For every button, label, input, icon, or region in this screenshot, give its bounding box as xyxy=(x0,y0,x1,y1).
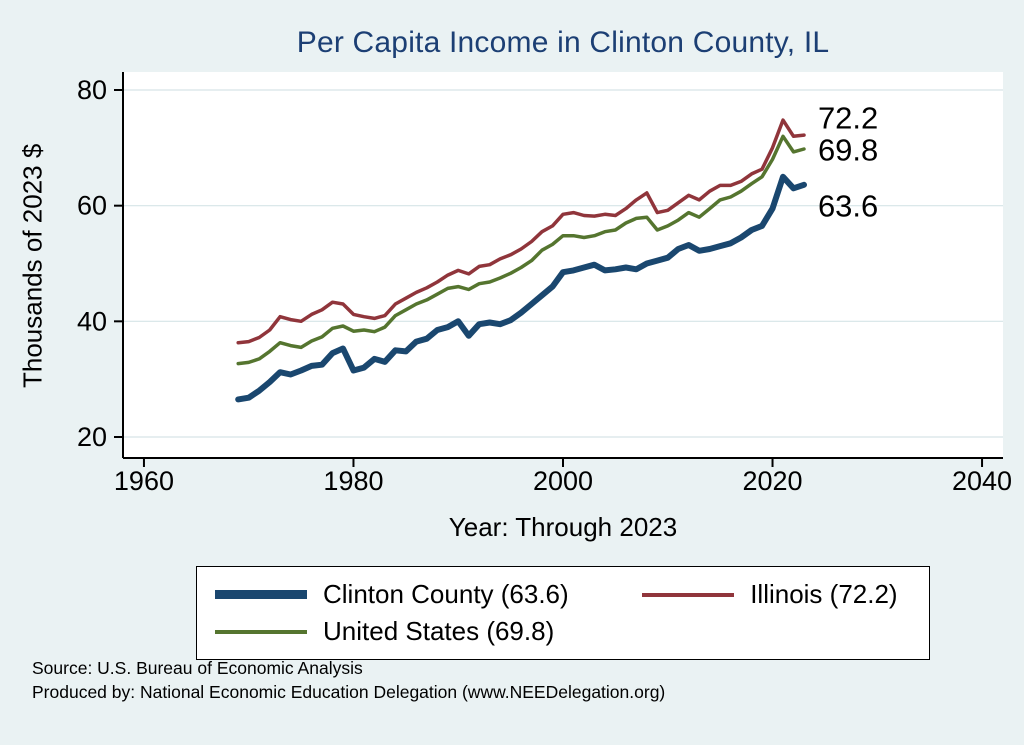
legend-item-united-states: United States (69.8) xyxy=(215,616,618,647)
x-tick-label: 1980 xyxy=(323,466,383,496)
x-tick-label: 2000 xyxy=(533,466,593,496)
legend-label: Clinton County (63.6) xyxy=(323,579,569,609)
end-label-clinton-county: 63.6 xyxy=(818,188,878,223)
x-tick-label: 2040 xyxy=(952,466,1012,496)
source-text: Source: U.S. Bureau of Economic Analysis xyxy=(32,658,363,678)
series-line-clinton-county xyxy=(235,173,807,403)
legend-label: Illinois (72.2) xyxy=(750,579,898,609)
y-tick-label: 40 xyxy=(77,306,107,336)
x-tick-label: 2020 xyxy=(742,466,802,496)
legend-swatch xyxy=(642,592,735,597)
legend: Clinton County (63.6) Illinois (72.2) Unit… xyxy=(123,566,1003,660)
end-label-illinois: 72.2 xyxy=(818,101,878,136)
series-line-illinois xyxy=(236,118,806,345)
y-tick-label: 80 xyxy=(77,75,107,105)
x-tick-label: 1960 xyxy=(114,466,174,496)
page-title: Per Capita Income in Clinton County, IL xyxy=(296,26,830,59)
series-line-united-states xyxy=(236,134,806,366)
legend-swatch xyxy=(215,629,307,634)
produced-by-text: Produced by: National Economic Education… xyxy=(32,682,666,702)
footer: Source: U.S. Bureau of Economic Analysis… xyxy=(32,656,665,704)
y-tick-label: 20 xyxy=(77,422,107,452)
end-label-united-states: 69.8 xyxy=(818,132,878,167)
y-tick-label: 60 xyxy=(77,191,107,221)
legend-swatch xyxy=(215,590,307,599)
legend-box: Clinton County (63.6) Illinois (72.2) Unit… xyxy=(196,566,930,660)
plot-region xyxy=(123,72,1003,458)
legend-item-illinois: Illinois (72.2) xyxy=(642,579,911,610)
legend-item-clinton-county: Clinton County (63.6) xyxy=(215,579,618,610)
x-axis-label: Year: Through 2023 xyxy=(448,512,678,542)
legend-label: United States (69.8) xyxy=(323,616,555,646)
legend-grid: Clinton County (63.6) Illinois (72.2) Unit… xyxy=(215,579,911,647)
